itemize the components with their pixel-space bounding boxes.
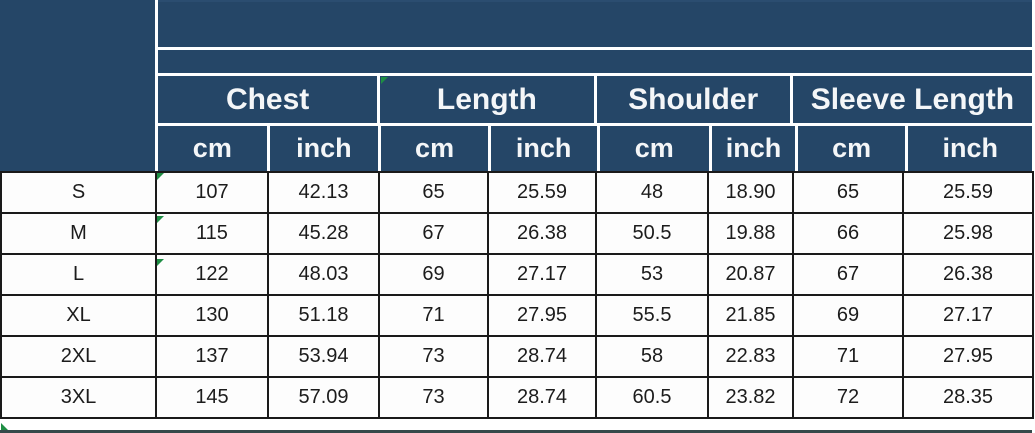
table-cell: 28.74 [487, 376, 597, 419]
table-cell: 67 [378, 212, 489, 255]
table-cell: 21.85 [707, 294, 794, 337]
unit-header-sleeve-cm: cm [797, 126, 906, 171]
unit-header-chest-inch: inch [269, 126, 379, 171]
table-cell: 50.5 [595, 212, 709, 255]
unit-header-chest-cm: cm [158, 126, 267, 171]
size-chart-table: S 107 42.13 65 25.59 48 18.90 65 25.59 M… [0, 171, 1034, 419]
table-cell: 122 [155, 253, 269, 296]
table-cell: 67 [792, 253, 904, 296]
table-cell: 27.95 [487, 294, 597, 337]
table-cell: 51.18 [267, 294, 380, 337]
table-cell: 130 [155, 294, 269, 337]
size-label: 2XL [0, 335, 157, 378]
table-cell: 28.35 [902, 376, 1034, 419]
table-cell: 55.5 [595, 294, 709, 337]
group-header-length: Length [380, 76, 594, 123]
header-empty-band-1 [158, 2, 1032, 47]
unit-header-shoulder-inch: inch [712, 126, 795, 171]
table-cell: 48.03 [267, 253, 380, 296]
table-cell: 19.88 [707, 212, 794, 255]
unit-header-sleeve-inch: inch [908, 126, 1032, 171]
group-header-sleeve-length: Sleeve Length [792, 76, 1032, 123]
table-cell: 58 [595, 335, 709, 378]
table-cell: 65 [378, 171, 489, 214]
table-cell: 60.5 [595, 376, 709, 419]
group-header-shoulder: Shoulder [596, 76, 790, 123]
table-cell: 20.87 [707, 253, 794, 296]
table-cell: 71 [378, 294, 489, 337]
table-cell: 26.38 [902, 253, 1034, 296]
table-cell: 72 [792, 376, 904, 419]
header-divider [158, 73, 1032, 76]
excel-flag-icon [381, 77, 388, 84]
header-top-edge [158, 0, 1032, 2]
header-empty-band-2 [158, 50, 1032, 73]
excel-flag-icon [157, 216, 164, 223]
table-cell: 65 [792, 171, 904, 214]
size-label: S [0, 171, 157, 214]
table-cell: 69 [792, 294, 904, 337]
table-cell: 137 [155, 335, 269, 378]
table-cell: 107 [155, 171, 269, 214]
table-cell: 145 [155, 376, 269, 419]
table-row: L 122 48.03 69 27.17 53 20.87 67 26.38 [0, 253, 1034, 296]
table-cell: 73 [378, 335, 489, 378]
table-row: M 115 45.28 67 26.38 50.5 19.88 66 25.98 [0, 212, 1034, 255]
table-cell: 57.09 [267, 376, 380, 419]
header-corner-spacer [0, 0, 155, 171]
unit-header-length-inch: inch [490, 126, 597, 171]
table-cell: 18.90 [707, 171, 794, 214]
table-row: 2XL 137 53.94 73 28.74 58 22.83 71 27.95 [0, 335, 1034, 378]
table-row: 3XL 145 57.09 73 28.74 60.5 23.82 72 28.… [0, 376, 1034, 419]
size-label: L [0, 253, 157, 296]
excel-flag-icon [157, 173, 164, 180]
table-cell: 27.17 [487, 253, 597, 296]
size-label: M [0, 212, 157, 255]
table-row: S 107 42.13 65 25.59 48 18.90 65 25.59 [0, 171, 1034, 214]
excel-flag-icon [157, 259, 164, 266]
table-cell: 71 [792, 335, 904, 378]
table-cell: 26.38 [487, 212, 597, 255]
table-cell: 69 [378, 253, 489, 296]
table-cell: 27.17 [902, 294, 1034, 337]
table-row: XL 130 51.18 71 27.95 55.5 21.85 69 27.1… [0, 294, 1034, 337]
bottom-edge-strip [0, 430, 1032, 433]
header-area: Chest Length Shoulder Sleeve Length cm i… [158, 0, 1032, 171]
header-divider [158, 47, 1032, 50]
table-cell: 45.28 [267, 212, 380, 255]
table-cell: 53 [595, 253, 709, 296]
table-cell: 27.95 [902, 335, 1034, 378]
table-cell: 53.94 [267, 335, 380, 378]
unit-header-row: cm inch cm inch cm inch cm inch [158, 126, 1032, 171]
table-cell: 25.98 [902, 212, 1034, 255]
table-cell: 48 [595, 171, 709, 214]
table-cell: 73 [378, 376, 489, 419]
table-cell: 42.13 [267, 171, 380, 214]
excel-flag-icon [1, 423, 8, 430]
unit-header-shoulder-cm: cm [599, 126, 710, 171]
table-cell: 23.82 [707, 376, 794, 419]
group-header-chest: Chest [158, 76, 378, 123]
measure-group-header-row: Chest Length Shoulder Sleeve Length [158, 76, 1032, 123]
size-label: 3XL [0, 376, 157, 419]
table-cell: 22.83 [707, 335, 794, 378]
table-cell: 28.74 [487, 335, 597, 378]
table-cell: 25.59 [902, 171, 1034, 214]
unit-header-length-cm: cm [381, 126, 488, 171]
size-label: XL [0, 294, 157, 337]
table-cell: 25.59 [487, 171, 597, 214]
table-cell: 115 [155, 212, 269, 255]
table-cell: 66 [792, 212, 904, 255]
